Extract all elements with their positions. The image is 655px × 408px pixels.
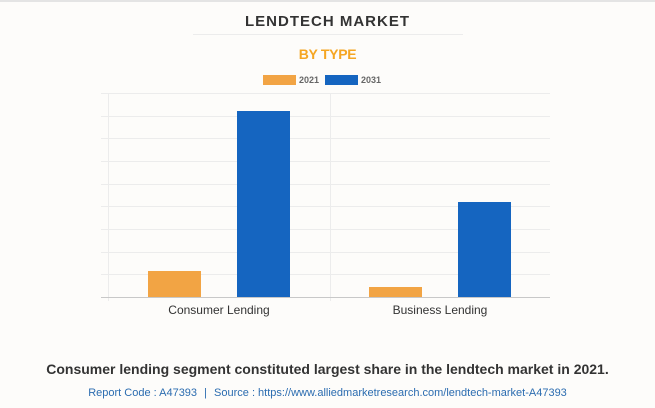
bar-business-lending-2031[interactable] xyxy=(457,201,511,297)
legend-label-2021: 2021 xyxy=(299,75,320,85)
chart-caption: Consumer lending segment constituted lar… xyxy=(46,361,609,377)
grid-vertical-line xyxy=(330,93,331,301)
grid-vertical-line xyxy=(108,93,109,301)
legend-item-2031[interactable]: 2031 xyxy=(325,75,381,85)
legend-swatch-2021 xyxy=(263,75,296,85)
grid-horizontal-line xyxy=(101,138,550,140)
source-link[interactable]: Source : https://www.alliedmarketresearc… xyxy=(214,387,567,399)
legend-item-2021[interactable]: 2021 xyxy=(263,75,319,85)
source-line: Report Code : A47393 | Source : https://… xyxy=(0,387,655,399)
plot-area: Consumer Lending Business Lending xyxy=(0,2,655,332)
grid-horizontal-line xyxy=(101,229,550,230)
bar-consumer-lending-2031[interactable] xyxy=(236,111,290,297)
grid-horizontal-line xyxy=(101,251,550,253)
title-divider xyxy=(193,34,463,35)
legend-swatch-2031 xyxy=(325,75,359,85)
grid-horizontal-line xyxy=(101,274,550,276)
category-label-business-lending: Business Lending xyxy=(392,303,488,317)
chart-subtitle: BY TYPE xyxy=(298,46,357,62)
grid-horizontal-line xyxy=(101,115,550,117)
grid-horizontal-line xyxy=(101,93,550,94)
report-code: Report Code : A47393 xyxy=(88,387,198,399)
separator: | xyxy=(204,387,207,399)
legend: 2021 2031 xyxy=(263,74,387,86)
chart-title: LENDTECH MARKET xyxy=(245,13,410,30)
x-axis-line xyxy=(101,297,550,298)
category-label-consumer-lending: Consumer Lending xyxy=(168,303,270,317)
bar-business-lending-2021[interactable] xyxy=(368,286,422,297)
grid-horizontal-line xyxy=(101,183,550,185)
grid-horizontal-line xyxy=(101,161,550,162)
legend-label-2031: 2031 xyxy=(361,75,382,85)
bar-consumer-lending-2021[interactable] xyxy=(147,270,201,297)
grid-horizontal-line xyxy=(101,206,550,208)
